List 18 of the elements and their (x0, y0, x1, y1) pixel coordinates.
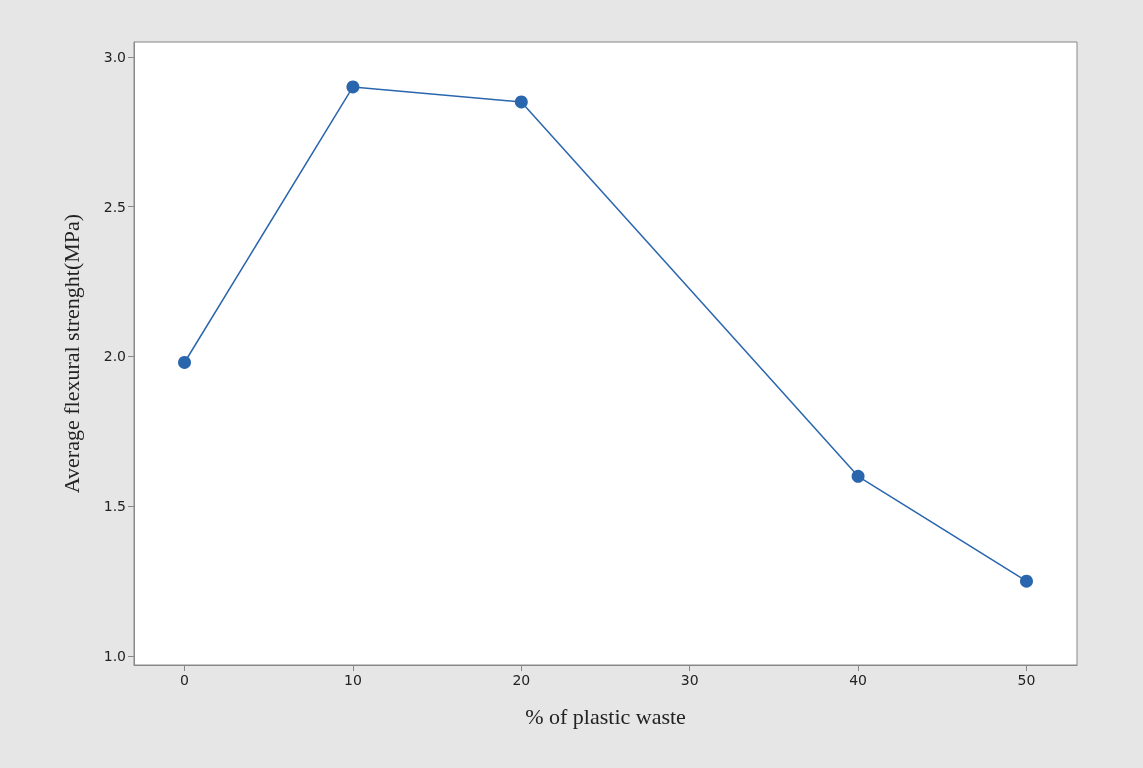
y-tick-label: 1.0 (103, 648, 126, 665)
y-tick-label: 3.0 (103, 48, 126, 65)
y-tick-label: 1.5 (103, 498, 126, 515)
x-tick-label: 0 (180, 672, 189, 688)
y-tick-label: 2.0 (103, 348, 126, 365)
point (346, 80, 360, 94)
x-tick-label: 40 (849, 672, 867, 688)
point (1020, 574, 1033, 588)
x-tick-label: 50 (1017, 672, 1036, 688)
y-axis-title: Average flexural strenght(MPa) (58, 213, 84, 494)
y-tick-label: 2.5 (103, 198, 126, 215)
point (178, 355, 192, 369)
point (514, 95, 528, 109)
x-tick-label: 10 (344, 672, 362, 688)
x-tick-label: 20 (512, 672, 531, 688)
x-tick-label: 30 (680, 672, 699, 688)
x-axis-title: % of plastic waste (525, 703, 686, 729)
point (851, 469, 865, 483)
